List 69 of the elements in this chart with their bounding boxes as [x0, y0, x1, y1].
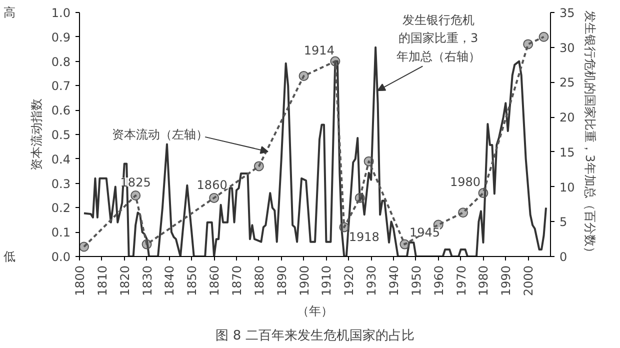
annotation: 1825 [120, 176, 151, 190]
point [354, 192, 365, 203]
x-tick-label: 1800 [73, 265, 87, 296]
point [364, 156, 374, 166]
text: 高 [4, 6, 16, 20]
point [254, 161, 264, 172]
y2-tick-label: 0 [560, 250, 568, 264]
point [142, 239, 152, 250]
annotation: 1914 [304, 43, 334, 58]
x-tick-label: 1930 [364, 265, 379, 296]
y2-tick-label: 25 [560, 76, 575, 90]
x-tick-label: 1910 [320, 265, 334, 296]
x-tick-label: 1870 [230, 265, 244, 296]
y-tick-label: 0.4 [51, 152, 71, 166]
point [339, 222, 350, 232]
x-tick-label: 1950 [409, 265, 424, 296]
y-tick-label: 0.1 [51, 226, 71, 240]
point [478, 188, 488, 198]
point [209, 192, 220, 203]
y-tick-label: 0.8 [51, 54, 71, 69]
y2-tick-label: 30 [560, 40, 575, 55]
x-tick-label: 1830 [140, 265, 154, 296]
y-tick-label: 0.5 [51, 128, 71, 142]
y-tick-label: 0.0 [51, 250, 71, 264]
y-tick-label: 0.7 [51, 79, 71, 94]
x-tick-label: 1980 [476, 265, 491, 296]
x-tick-label: 1990 [499, 265, 514, 296]
point [298, 70, 309, 81]
annotation: 资本流动（左轴） [112, 128, 208, 142]
y-axis-title: 资本流动指数 [29, 98, 44, 170]
point [130, 190, 141, 200]
y2-tick-label: 5 [560, 215, 568, 230]
text: 低 [4, 250, 16, 264]
annotation: 1860 [196, 178, 228, 192]
annotation: 1918 [348, 230, 380, 244]
y-tick-label: 0.2 [51, 201, 71, 216]
point [538, 32, 549, 42]
point [400, 239, 410, 250]
point [330, 56, 340, 66]
x-tick-label: 1920 [342, 265, 356, 296]
y2-axis-title: 发生银行危机的国家比重，3年加总（百分数） [582, 10, 597, 258]
x-tick-label: 1850 [185, 265, 200, 296]
x-axis-title: （年） [297, 304, 333, 318]
y-tick-label: 0.3 [51, 176, 71, 191]
x-tick-label: 1880 [252, 265, 266, 296]
point [523, 39, 534, 50]
y-tick-label: 0.9 [51, 30, 71, 44]
x-tick-label: 1940 [387, 265, 401, 296]
annotation: 1980 [450, 175, 480, 190]
point [458, 208, 468, 218]
x-tick-label: 1970 [454, 265, 468, 296]
y2-tick-label: 35 [560, 6, 575, 20]
x-tick-label: 1890 [274, 265, 289, 296]
x-tick-label: 1960 [432, 265, 446, 296]
x-tick-label: 1820 [118, 265, 132, 296]
point [80, 242, 89, 252]
annotation: 发生银行危机的国家比重，3年加总（右轴） [396, 12, 480, 64]
x-tick-label: 1840 [162, 265, 177, 296]
x-tick-label: 2000 [522, 265, 536, 296]
y-tick-label: 0.6 [51, 104, 71, 118]
y2-tick-label: 10 [560, 180, 575, 194]
y2-tick-label: 20 [560, 110, 575, 125]
x-tick-label: 1810 [95, 265, 110, 296]
annotation: 1945 [409, 225, 440, 240]
x-tick-label: 1900 [297, 265, 312, 296]
text: 图 8 二百年来发生危机国家的占比 [216, 328, 414, 344]
y-tick-label: 1.0 [51, 6, 71, 20]
x-tick-label: 1860 [208, 265, 222, 296]
y2-tick-label: 15 [560, 145, 575, 160]
